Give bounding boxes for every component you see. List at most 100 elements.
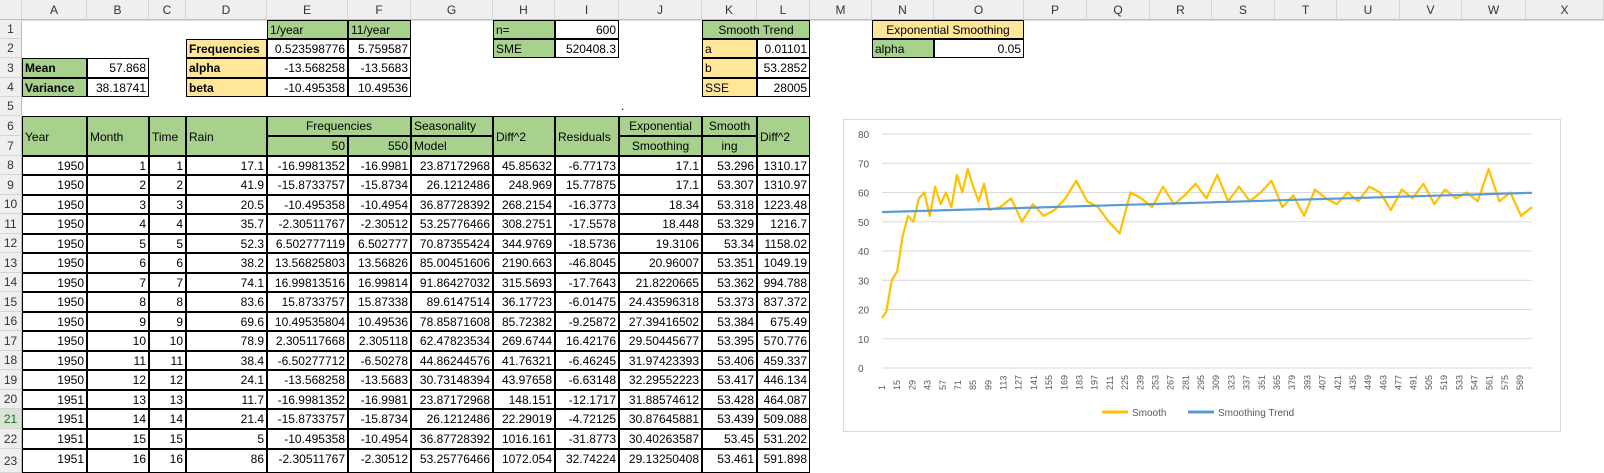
table-cell[interactable]: 5 — [87, 234, 149, 253]
cell-k2[interactable]: a — [702, 39, 757, 58]
table-cell[interactable]: -16.9981352 — [267, 156, 348, 175]
table-cell[interactable]: 344.9769 — [493, 234, 555, 253]
table-cell[interactable]: 12 — [149, 370, 186, 390]
cell-f2[interactable]: 5.759587 — [348, 39, 411, 58]
table-cell[interactable]: 3 — [87, 195, 149, 214]
line-chart[interactable]: 0 10 20 30 40 50 60 70 80 1 15 29 43 57 71 85 99 113 127 14… — [843, 119, 1561, 432]
table-cell[interactable]: 1950 — [22, 175, 87, 195]
cell-j5[interactable]: . — [619, 97, 702, 116]
column-header-t[interactable]: T — [1275, 0, 1337, 20]
table-cell[interactable]: 38.4 — [186, 351, 267, 370]
table-cell[interactable]: 2190.663 — [493, 253, 555, 273]
table-cell[interactable]: 20.96007 — [619, 253, 702, 273]
table-cell[interactable]: 1016.161 — [493, 429, 555, 449]
table-cell[interactable]: 10.49535804 — [267, 312, 348, 331]
cell-h1[interactable]: n= — [493, 20, 555, 39]
table-cell[interactable]: 35.7 — [186, 214, 267, 234]
table-cell[interactable]: -17.7643 — [555, 273, 619, 292]
table-cell[interactable]: 45.85632 — [493, 156, 555, 175]
table-cell[interactable]: 32.74224 — [555, 449, 619, 473]
table-cell[interactable]: 53.384 — [702, 312, 757, 331]
column-header-u[interactable]: U — [1337, 0, 1400, 20]
column-header-w[interactable]: W — [1462, 0, 1526, 20]
table-cell[interactable]: 53.307 — [702, 175, 757, 195]
table-cell[interactable]: 10 — [149, 331, 186, 351]
table-cell[interactable]: -2.30511767 — [267, 214, 348, 234]
table-cell[interactable]: 15 — [87, 429, 149, 449]
row-header-19[interactable]: 19 — [0, 370, 22, 390]
table-cell[interactable]: -10.4954 — [348, 195, 411, 214]
table-cell[interactable]: 52.3 — [186, 234, 267, 253]
table-cell[interactable]: 31.97423393 — [619, 351, 702, 370]
table-cell[interactable]: 994.788 — [757, 273, 810, 292]
row-header-15[interactable]: 15 — [0, 292, 22, 312]
table-cell[interactable]: 7 — [149, 273, 186, 292]
cell-f4[interactable]: 10.49536 — [348, 78, 411, 97]
table-cell[interactable]: 1 — [149, 156, 186, 175]
table-cell[interactable]: -18.5736 — [555, 234, 619, 253]
row-header-2[interactable]: 2 — [0, 39, 22, 58]
cell-b3[interactable]: 57.868 — [87, 58, 149, 78]
table-cell[interactable]: 1950 — [22, 273, 87, 292]
cell-o2[interactable]: 0.05 — [934, 39, 1024, 58]
table-cell[interactable]: 53.318 — [702, 195, 757, 214]
table-cell[interactable]: 2.305117668 — [267, 331, 348, 351]
table-cell[interactable]: 1950 — [22, 292, 87, 312]
table-cell[interactable]: 24.1 — [186, 370, 267, 390]
table-cell[interactable]: 31.88574612 — [619, 390, 702, 409]
table-cell[interactable]: 248.969 — [493, 175, 555, 195]
table-cell[interactable]: 9 — [149, 312, 186, 331]
row-header-10[interactable]: 10 — [0, 195, 22, 214]
row-header-4[interactable]: 4 — [0, 78, 22, 97]
column-header-p[interactable]: P — [1024, 0, 1087, 20]
cell-i2[interactable]: 520408.3 — [555, 39, 619, 58]
table-cell[interactable]: 53.373 — [702, 292, 757, 312]
table-cell[interactable]: 11 — [149, 351, 186, 370]
table-cell[interactable]: 14 — [87, 409, 149, 429]
table-cell[interactable]: 8 — [149, 292, 186, 312]
table-cell[interactable]: 70.87355424 — [411, 234, 493, 253]
table-cell[interactable]: 27.39416502 — [619, 312, 702, 331]
table-cell[interactable]: 16.99814 — [348, 273, 411, 292]
table-cell[interactable]: 20.5 — [186, 195, 267, 214]
table-cell[interactable]: 8 — [87, 292, 149, 312]
row-header-16[interactable]: 16 — [0, 312, 22, 331]
row-header-14[interactable]: 14 — [0, 273, 22, 292]
table-cell[interactable]: -15.8733757 — [267, 175, 348, 195]
table-cell[interactable]: 41.9 — [186, 175, 267, 195]
table-cell[interactable]: -15.8734 — [348, 409, 411, 429]
column-header-s[interactable]: S — [1212, 0, 1275, 20]
table-cell[interactable]: -16.9981 — [348, 156, 411, 175]
table-cell[interactable]: 15 — [149, 429, 186, 449]
table-cell[interactable]: 53.461 — [702, 449, 757, 473]
table-cell[interactable]: 446.134 — [757, 370, 810, 390]
table-cell[interactable]: 23.87172968 — [411, 390, 493, 409]
table-cell[interactable]: 53.25776466 — [411, 449, 493, 473]
table-cell[interactable]: -16.9981 — [348, 390, 411, 409]
row-header-9[interactable]: 9 — [0, 175, 22, 195]
table-cell[interactable]: -12.1717 — [555, 390, 619, 409]
table-cell[interactable]: 570.776 — [757, 331, 810, 351]
column-header-k[interactable]: K — [702, 0, 757, 20]
table-cell[interactable]: 268.2154 — [493, 195, 555, 214]
table-cell[interactable]: 19.3106 — [619, 234, 702, 253]
table-cell[interactable]: -2.30512 — [348, 214, 411, 234]
table-cell[interactable]: -2.30512 — [348, 449, 411, 473]
cell-n2[interactable]: alpha — [872, 39, 934, 58]
table-cell[interactable]: 1216.7 — [757, 214, 810, 234]
table-cell[interactable]: 89.6147514 — [411, 292, 493, 312]
table-cell[interactable]: 269.6744 — [493, 331, 555, 351]
column-header-o[interactable]: O — [934, 0, 1024, 20]
table-cell[interactable]: 53.329 — [702, 214, 757, 234]
row-header-23[interactable]: 23 — [0, 449, 22, 473]
row-header-13[interactable]: 13 — [0, 253, 22, 273]
table-cell[interactable]: 2 — [149, 175, 186, 195]
table-cell[interactable]: -6.01475 — [555, 292, 619, 312]
row-header-18[interactable]: 18 — [0, 351, 22, 370]
cell-a4[interactable]: Variance — [22, 78, 87, 97]
table-cell[interactable]: 1950 — [22, 370, 87, 390]
row-header-8[interactable]: 8 — [0, 156, 22, 175]
row-header-20[interactable]: 20 — [0, 390, 22, 409]
table-cell[interactable]: 69.6 — [186, 312, 267, 331]
table-cell[interactable]: 26.1212486 — [411, 175, 493, 195]
